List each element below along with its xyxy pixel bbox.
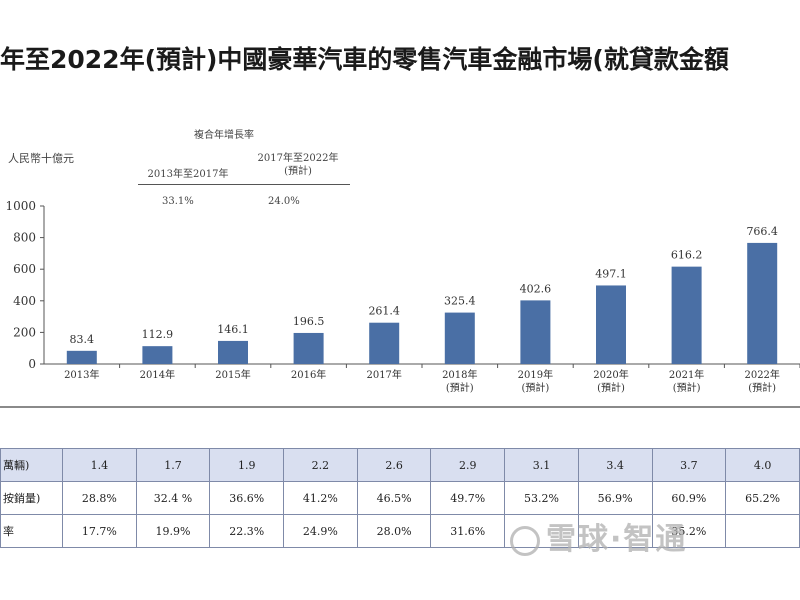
table-row-label: 萬輛) (0, 448, 63, 482)
x-tick-label: (預計) (446, 381, 474, 394)
bar-value-label: 83.4 (70, 333, 95, 346)
chart-title: 年至2022年(預計)中國豪華汽車的零售汽車金融市場(就貸款金額 (0, 45, 729, 74)
cagr-col2-value: 24.0% (268, 196, 300, 207)
x-tick-label: (預計) (673, 381, 701, 394)
bar-value-label: 402.6 (520, 282, 552, 295)
y-tick-label: 0 (28, 357, 36, 371)
watermark-text: 雪球·智通 (546, 522, 688, 557)
y-tick-label: 200 (13, 325, 36, 339)
cagr-divider (138, 184, 350, 185)
x-tick-label: 2021年 (669, 368, 704, 381)
table-cell: 53.2% (504, 481, 579, 515)
watermark-logo-icon (510, 525, 540, 556)
bar-value-label: 196.5 (293, 315, 325, 328)
x-tick-label: 2018年 (442, 368, 477, 381)
unit-label: 人民幣十億元 (8, 152, 74, 165)
x-tick-label: 2014年 (140, 368, 175, 381)
bar (218, 340, 248, 364)
table-cell (725, 514, 800, 548)
table-cell: 36.6% (209, 481, 285, 515)
x-tick-label: 2016年 (291, 368, 326, 381)
table-row-label: 率 (0, 514, 63, 548)
table-cell: 2.9 (430, 448, 506, 482)
x-tick-label: 2017年 (366, 368, 401, 381)
table-cell: 1.9 (209, 448, 285, 482)
bar (747, 242, 778, 364)
x-tick-label: 2013年 (64, 368, 99, 381)
table-cell: 32.4 % (135, 481, 211, 515)
x-tick-label: (預計) (748, 381, 776, 394)
bar-value-label: 766.4 (746, 225, 778, 238)
x-tick-label: 2019年 (518, 368, 553, 381)
table-cell: 24.9% (283, 514, 358, 548)
bar-value-label: 112.9 (142, 328, 174, 341)
bar-value-label: 146.1 (217, 323, 249, 336)
table-row-label: 按銷量) (0, 481, 63, 515)
x-tick-label: 2015年 (215, 368, 250, 381)
bar (142, 346, 173, 364)
y-tick-label: 800 (13, 231, 36, 245)
table-cell: 2.2 (283, 448, 358, 482)
x-tick-label: (預計) (521, 381, 549, 394)
x-tick-label: (預計) (597, 381, 625, 394)
cagr-col2-label-line1: 2017年至2022年 (257, 153, 339, 164)
bar (671, 266, 702, 364)
table-cell: 28.0% (356, 514, 432, 548)
table-cell: 60.9% (651, 481, 727, 515)
bar-value-label: 325.4 (444, 295, 476, 308)
cagr-heading: 複合年增長率 (194, 130, 254, 141)
bar (596, 285, 626, 364)
table-cell: 41.2% (283, 481, 358, 515)
table-row: 按銷量) 28.8% 32.4 % 36.6% 41.2% 46.5% 49.7% 53.2%… (0, 481, 800, 515)
table-cell: 3.1 (504, 448, 579, 482)
table-cell: 3.4 (577, 448, 653, 482)
table-cell (577, 514, 653, 548)
table-cell: 3.7 (651, 448, 727, 482)
table-cell: 49.7% (430, 481, 506, 515)
data-table: 萬輛) 1.4 1.7 1.9 2.2 2.6 2.9 3.1 3.4 3.7 4.0 按銷量) 28.… (0, 448, 800, 548)
table-cell: 46.5% (356, 481, 432, 515)
cagr-col2-label-line2: (預計) (284, 166, 312, 177)
cagr-col2-label: 2017年至2022年 (預計) (246, 152, 350, 178)
table-row: 萬輛) 1.4 1.7 1.9 2.2 2.6 2.9 3.1 3.4 3.7 4.0 (0, 448, 800, 482)
y-tick-label: 400 (13, 294, 36, 308)
table-cell: 4.0 (725, 448, 800, 482)
bar (293, 332, 324, 364)
bar-value-label: 497.1 (595, 267, 627, 280)
cagr-col1-label: 2013年至2017年 (147, 169, 229, 180)
cagr-col1-value: 33.1% (162, 196, 194, 207)
x-tick-label: 2020年 (593, 368, 628, 381)
bar-chart: 0 200 400 600 800 1000 83.4 2013年 112.9 2014年 146.… (5, 199, 800, 394)
table-cell: 28.8% (62, 481, 137, 515)
bar-value-label: 261.4 (368, 305, 400, 318)
chart-bottom-rule (0, 406, 800, 408)
bar (520, 300, 551, 364)
x-tick-label: 2022年 (744, 368, 779, 381)
table-cell: 1.4 (62, 448, 137, 482)
table-row: 率 17.7% 19.9% 22.3% 24.9% 28.0% 31.6% 35.2% (0, 514, 800, 548)
y-tick-label: 600 (13, 262, 36, 276)
bar (66, 350, 97, 364)
table-cell: 65.2% (725, 481, 800, 515)
table-cell: 31.6% (430, 514, 506, 548)
table-cell: 22.3% (209, 514, 285, 548)
table-cell: 17.7% (62, 514, 137, 548)
watermark: 雪球·智通 (510, 514, 800, 574)
bar (369, 322, 400, 364)
bar-value-label: 616.2 (671, 249, 703, 262)
bar (444, 312, 475, 364)
table-cell: 2.6 (356, 448, 432, 482)
table-cell: 56.9% (577, 481, 653, 515)
y-tick-label: 1000 (5, 199, 36, 213)
table-cell: 1.7 (135, 448, 211, 482)
table-cell: 19.9% (135, 514, 211, 548)
